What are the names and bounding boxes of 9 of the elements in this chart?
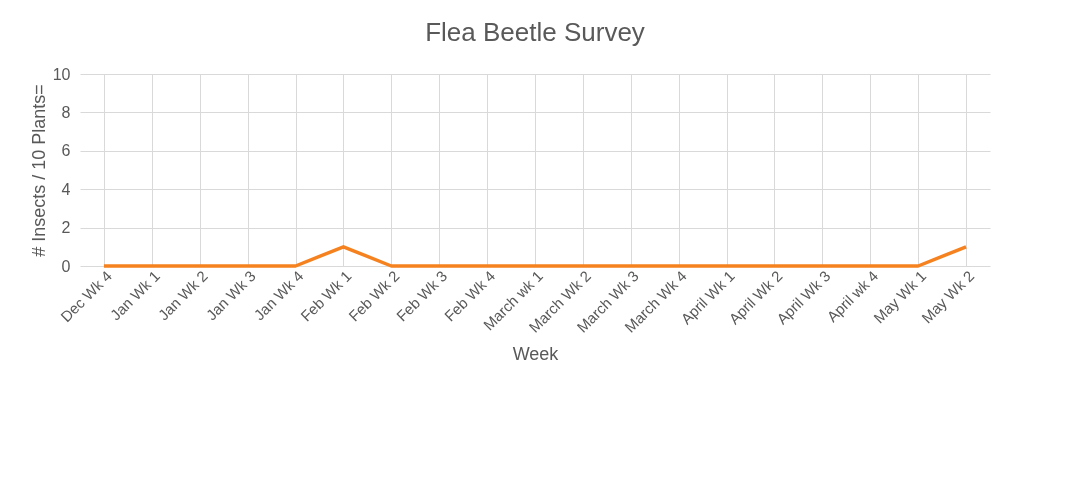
chart-title: Flea Beetle Survey <box>425 17 645 47</box>
y-tick-label: 4 <box>61 180 71 198</box>
y-axis-title: # Insects / 10 Plants= <box>28 84 49 257</box>
y-tick-label: 10 <box>52 65 71 83</box>
y-tick-label: 8 <box>61 103 71 121</box>
x-axis-title: Week <box>512 343 560 364</box>
y-tick-label: 2 <box>61 219 71 237</box>
y-tick-label: 6 <box>61 142 71 160</box>
y-tick-label: 0 <box>61 257 71 275</box>
